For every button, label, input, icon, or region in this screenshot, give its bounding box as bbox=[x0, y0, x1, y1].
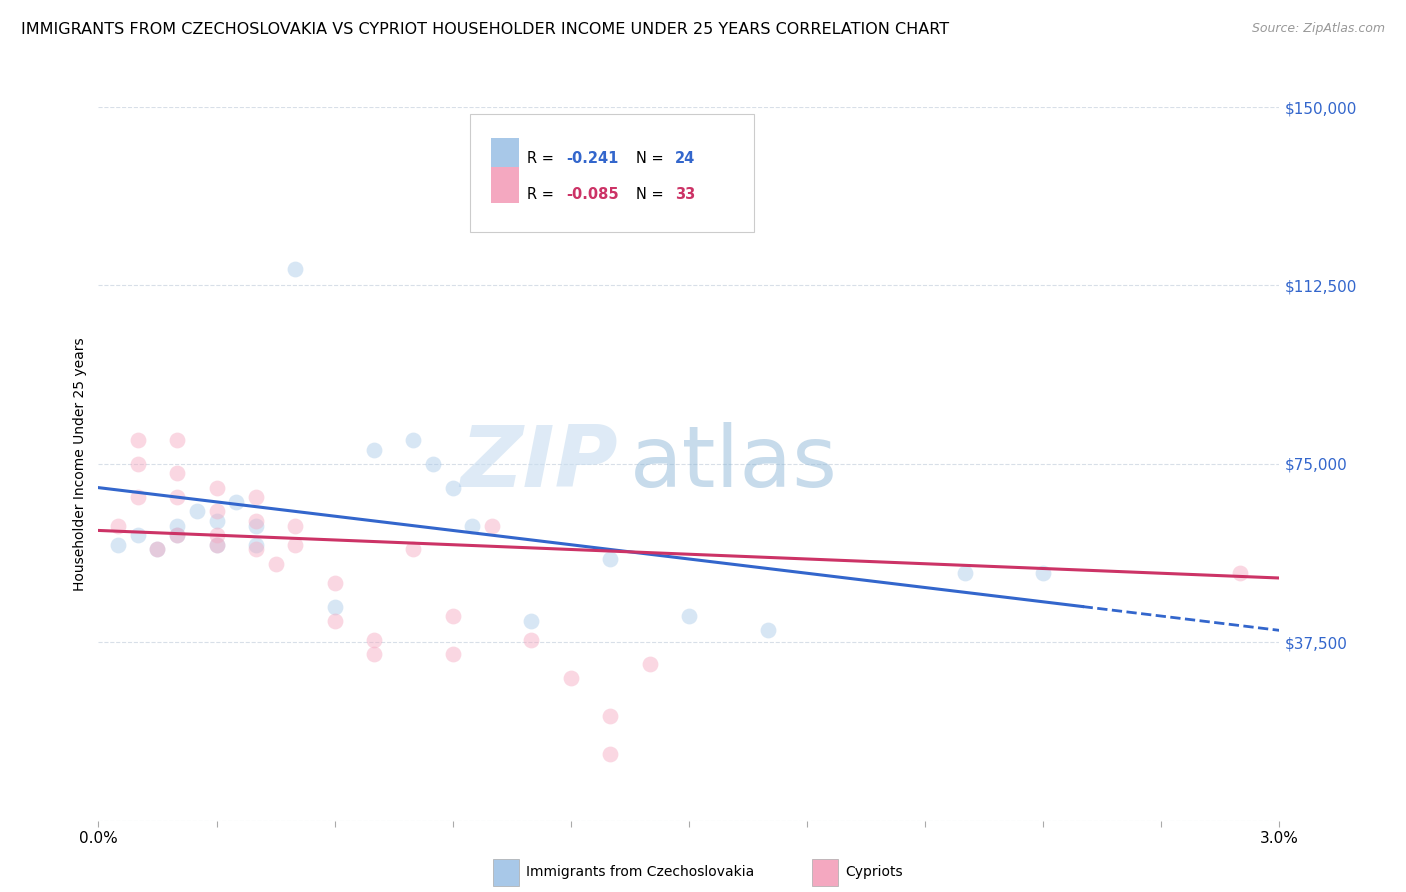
Point bbox=[441, 647, 464, 661]
Point bbox=[599, 747, 621, 761]
Point bbox=[422, 457, 444, 471]
Point bbox=[678, 609, 700, 624]
Point bbox=[1032, 566, 1054, 581]
FancyBboxPatch shape bbox=[491, 167, 519, 202]
Point bbox=[363, 442, 385, 457]
Point bbox=[599, 709, 621, 723]
FancyBboxPatch shape bbox=[494, 859, 519, 886]
Point bbox=[205, 481, 228, 495]
Text: Immigrants from Czechoslovakia: Immigrants from Czechoslovakia bbox=[526, 865, 754, 879]
Point bbox=[166, 433, 188, 447]
Point bbox=[520, 614, 543, 628]
Point bbox=[225, 495, 247, 509]
Text: -0.241: -0.241 bbox=[567, 151, 619, 166]
Point bbox=[245, 542, 267, 557]
Point bbox=[166, 490, 188, 504]
Point bbox=[363, 632, 385, 647]
Point bbox=[127, 457, 149, 471]
Point bbox=[186, 504, 208, 518]
Point bbox=[441, 609, 464, 624]
Point bbox=[205, 514, 228, 528]
Point bbox=[323, 599, 346, 614]
Point bbox=[284, 261, 307, 276]
Point bbox=[205, 538, 228, 552]
Point bbox=[146, 542, 169, 557]
Text: -0.085: -0.085 bbox=[567, 187, 619, 202]
Text: Cypriots: Cypriots bbox=[845, 865, 903, 879]
Text: 24: 24 bbox=[675, 151, 695, 166]
Text: N =: N = bbox=[636, 151, 668, 166]
Point bbox=[205, 504, 228, 518]
Point bbox=[205, 528, 228, 542]
Point bbox=[402, 433, 425, 447]
Point bbox=[127, 433, 149, 447]
Text: R =: R = bbox=[527, 151, 558, 166]
FancyBboxPatch shape bbox=[471, 114, 754, 232]
FancyBboxPatch shape bbox=[491, 138, 519, 174]
Text: 33: 33 bbox=[675, 187, 695, 202]
Point bbox=[402, 542, 425, 557]
Point bbox=[481, 518, 503, 533]
FancyBboxPatch shape bbox=[811, 859, 838, 886]
Point bbox=[166, 467, 188, 481]
Point bbox=[363, 647, 385, 661]
Text: R =: R = bbox=[527, 187, 558, 202]
Point bbox=[1229, 566, 1251, 581]
Point bbox=[127, 490, 149, 504]
Point bbox=[284, 538, 307, 552]
Point bbox=[560, 671, 582, 685]
Y-axis label: Householder Income Under 25 years: Householder Income Under 25 years bbox=[73, 337, 87, 591]
Point bbox=[245, 490, 267, 504]
Point bbox=[461, 518, 484, 533]
Point bbox=[264, 557, 287, 571]
Text: N =: N = bbox=[636, 187, 668, 202]
Point bbox=[166, 528, 188, 542]
Point bbox=[756, 624, 779, 638]
Point bbox=[323, 614, 346, 628]
Point bbox=[323, 575, 346, 590]
Text: atlas: atlas bbox=[630, 422, 838, 506]
Point bbox=[107, 518, 129, 533]
Text: IMMIGRANTS FROM CZECHOSLOVAKIA VS CYPRIOT HOUSEHOLDER INCOME UNDER 25 YEARS CORR: IMMIGRANTS FROM CZECHOSLOVAKIA VS CYPRIO… bbox=[21, 22, 949, 37]
Point bbox=[284, 518, 307, 533]
Point bbox=[245, 518, 267, 533]
Point bbox=[166, 518, 188, 533]
Point bbox=[146, 542, 169, 557]
Point bbox=[441, 481, 464, 495]
Point bbox=[166, 528, 188, 542]
Text: Source: ZipAtlas.com: Source: ZipAtlas.com bbox=[1251, 22, 1385, 36]
Point bbox=[127, 528, 149, 542]
Point bbox=[245, 538, 267, 552]
Point bbox=[520, 632, 543, 647]
Point bbox=[245, 514, 267, 528]
Point bbox=[953, 566, 976, 581]
Point bbox=[599, 552, 621, 566]
Text: ZIP: ZIP bbox=[460, 422, 619, 506]
Point bbox=[205, 538, 228, 552]
Point bbox=[638, 657, 661, 671]
Point bbox=[107, 538, 129, 552]
